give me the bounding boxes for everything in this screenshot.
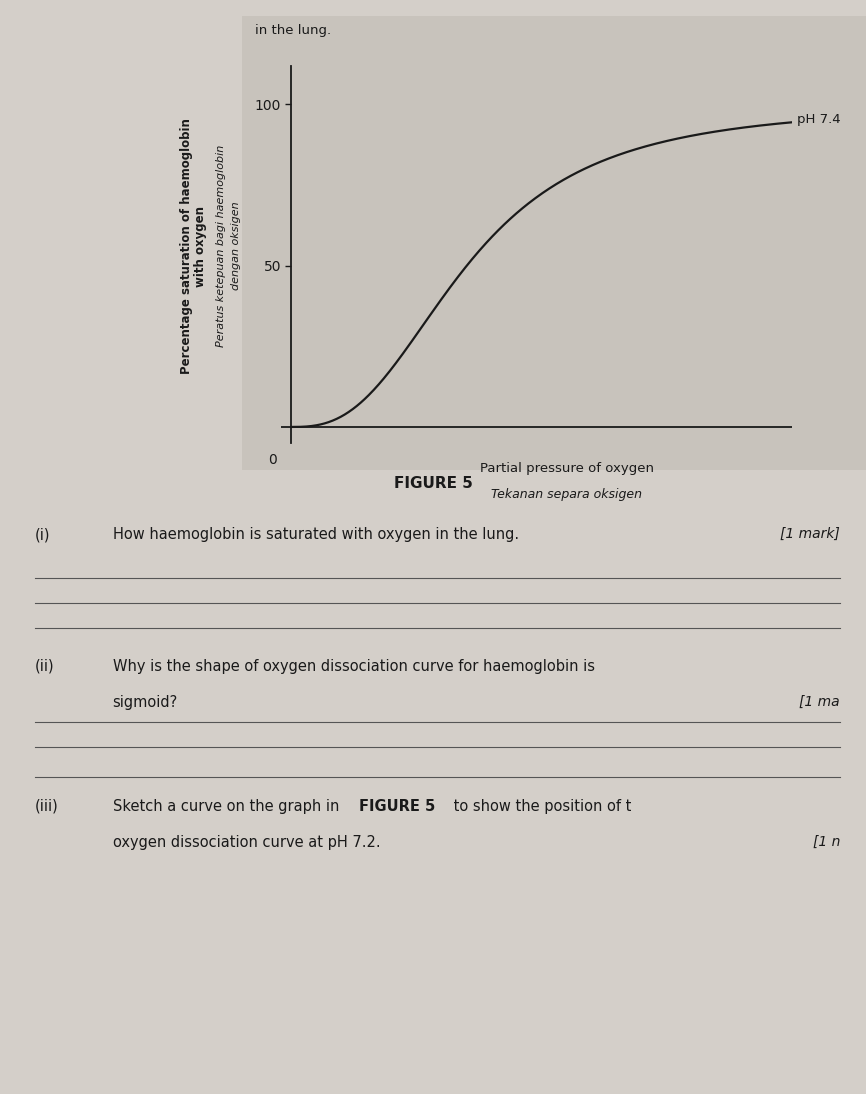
- Text: sigmoid?: sigmoid?: [113, 695, 178, 710]
- Text: oxygen dissociation curve at pH 7.2.: oxygen dissociation curve at pH 7.2.: [113, 835, 380, 850]
- Text: FIGURE 5: FIGURE 5: [393, 476, 473, 491]
- Text: [1 ma: [1 ma: [799, 695, 840, 709]
- Text: in the lung.: in the lung.: [255, 24, 332, 37]
- Text: Why is the shape of oxygen dissociation curve for haemoglobin is: Why is the shape of oxygen dissociation …: [113, 659, 595, 674]
- Text: [1 n: [1 n: [812, 835, 840, 849]
- Text: Partial pressure of oxygen: Partial pressure of oxygen: [480, 463, 654, 476]
- Text: to show the position of t: to show the position of t: [449, 799, 631, 814]
- Text: Percentage saturation of haemoglobin: Percentage saturation of haemoglobin: [179, 118, 193, 374]
- Text: Tekanan separa oksigen: Tekanan separa oksigen: [492, 488, 643, 501]
- Text: How haemoglobin is saturated with oxygen in the lung.: How haemoglobin is saturated with oxygen…: [113, 527, 519, 543]
- Text: 0: 0: [268, 453, 276, 467]
- Text: Sketch a curve on the graph in: Sketch a curve on the graph in: [113, 799, 344, 814]
- Text: with oxygen: with oxygen: [194, 206, 208, 287]
- Text: (iii): (iii): [35, 799, 58, 814]
- Text: pH 7.4: pH 7.4: [798, 113, 841, 126]
- Text: dengan oksigen: dengan oksigen: [230, 201, 241, 291]
- Text: (ii): (ii): [35, 659, 55, 674]
- Text: (i): (i): [35, 527, 50, 543]
- Text: Peratus ketepuan bagi haemoglobin: Peratus ketepuan bagi haemoglobin: [216, 146, 226, 347]
- Text: [1 mark]: [1 mark]: [780, 527, 840, 542]
- Text: FIGURE 5: FIGURE 5: [359, 799, 436, 814]
